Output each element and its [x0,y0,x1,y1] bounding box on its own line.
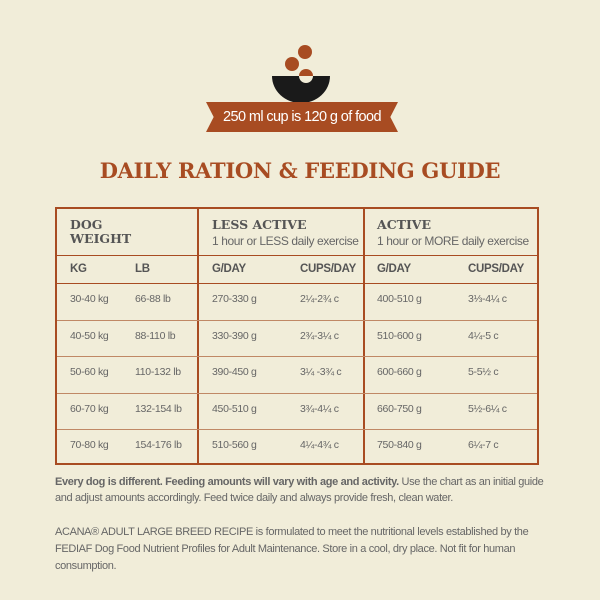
table-cell: 2¼-2¾ c [300,293,339,305]
table-cell: 510-560 g [212,439,257,451]
table-cell: 4¼-5 c [468,329,499,342]
table-cell: 390-450 g [212,366,257,378]
group-header: ACTIVE [377,217,432,232]
table-cell: 60-70 kg [70,402,109,415]
group-header: LESS ACTIVE [212,217,307,232]
table-cell: 110-132 lb [135,366,181,378]
column-header: G/DAY [212,263,246,275]
table-cell: 3¼ -3¾ c [300,366,342,378]
recipe-note: ACANA® ADULT LARGE BREED RECIPE is formu… [55,526,529,572]
group-subtitle: 1 hour or LESS daily exercise [212,234,359,248]
table-cell: 3¾-4¼ c [300,402,339,415]
table-cell: 30-40 kg [70,293,109,305]
table-cell: 450-510 g [212,402,257,415]
group-subtitle: 1 hour or MORE daily exercise [377,234,529,248]
bowl-with-kibble-icon [272,45,330,103]
table-cell: 2¾-3¼ c [300,329,339,342]
table-cell: 50-60 kg [70,366,109,378]
table-cell: 750-840 g [377,439,422,451]
table-cell: 600-660 g [377,366,422,378]
table-cell: 6¼-7 c [468,439,499,451]
table-cell: 400-510 g [377,293,422,305]
table-cell: 5-5½ c [468,366,499,378]
table-cell: 70-80 kg [70,439,109,451]
column-header: G/DAY [377,263,411,275]
table-cell: 5½-6¼ c [468,402,507,415]
table-cell: 4¼-4¾ c [300,439,339,451]
table-cell: 510-600 g [377,329,422,342]
table-cell: 3⅓-4¼ c [468,293,507,305]
feeding-table: DOG WEIGHT LESS ACTIVE 1 hour or LESS da… [55,207,539,465]
group-header: DOG [70,217,103,232]
table-cell: 660-750 g [377,402,422,415]
feeding-note: Every dog is different. Feeding amounts … [55,474,545,506]
column-header: CUPS/DAY [300,263,356,275]
column-header: LB [135,263,150,275]
cup-size-ribbon: 250 ml cup is 120 g of food [206,102,398,132]
table-cell: 88-110 lb [135,329,176,342]
table-cell: 66-88 lb [135,293,171,305]
group-header: WEIGHT [70,231,132,246]
page-title: DAILY RATION & FEEDING GUIDE [99,158,501,183]
note-bold: Every dog is different. Feeding amounts … [55,476,399,488]
table-cell: 40-50 kg [70,329,109,342]
column-header: CUPS/DAY [468,263,524,275]
table-cell: 154-176 lb [135,439,182,451]
table-cell: 270-330 g [212,293,257,305]
column-header: KG [70,263,87,275]
table-cell: 330-390 g [212,329,257,342]
table-cell: 132-154 lb [135,402,182,415]
note-text: Use the chart as an initial guide and ad… [55,476,544,504]
